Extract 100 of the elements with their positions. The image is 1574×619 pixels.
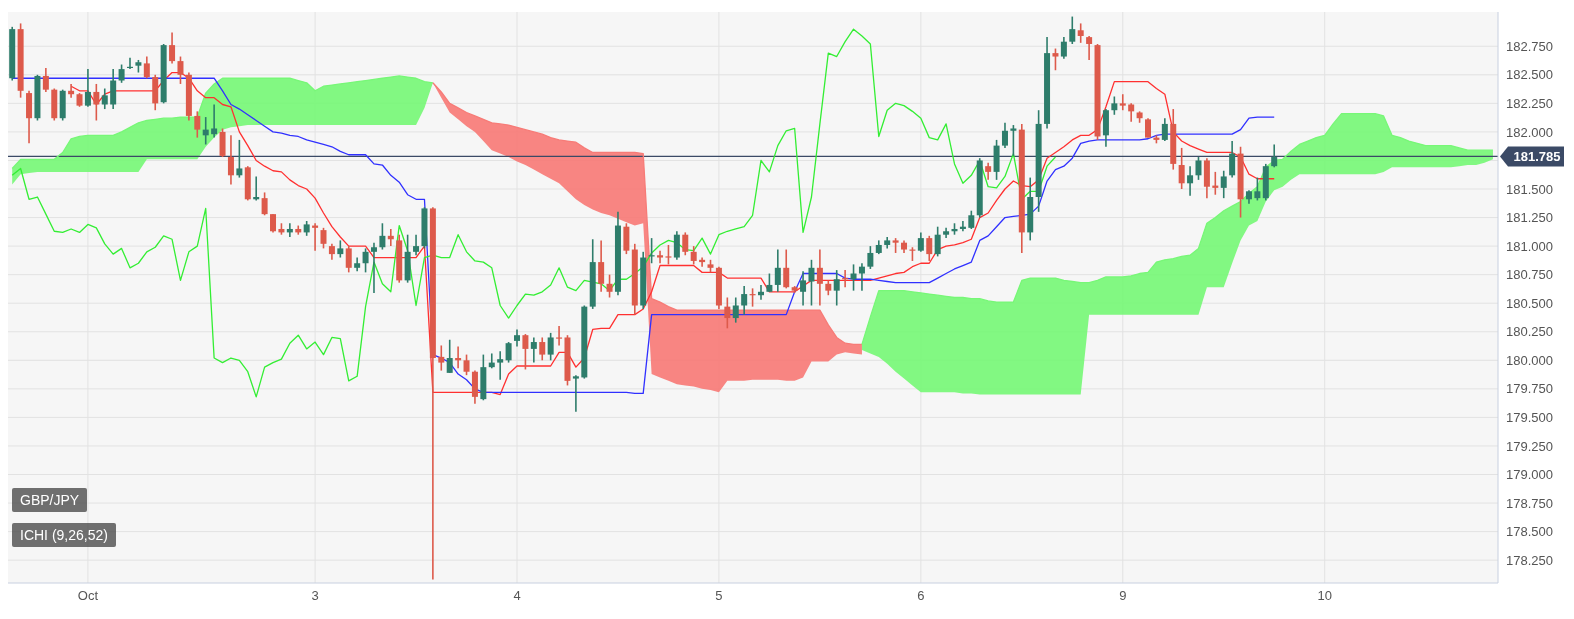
candlestick xyxy=(1077,22,1084,44)
candlestick xyxy=(732,296,739,324)
y-tick-label: 179.500 xyxy=(1506,410,1553,426)
candlestick xyxy=(438,344,445,372)
x-tick-label: 10 xyxy=(1317,588,1332,604)
y-tick-label: 181.000 xyxy=(1506,238,1553,254)
candlestick xyxy=(362,247,369,274)
text: GBP/JPY xyxy=(12,488,88,512)
candlestick xyxy=(1254,176,1261,202)
candlestick xyxy=(598,239,605,293)
candlestick xyxy=(1187,165,1194,197)
candlestick xyxy=(867,245,874,270)
y-tick-label: 180.000 xyxy=(1506,352,1553,368)
candlestick xyxy=(766,272,773,293)
y-tick-label: 180.750 xyxy=(1506,267,1553,283)
candlestick xyxy=(261,191,268,217)
y-tick-label: 180.250 xyxy=(1506,324,1553,340)
candlestick xyxy=(606,273,613,299)
candlestick xyxy=(463,353,470,376)
candlestick xyxy=(236,139,243,179)
candlestick xyxy=(446,338,453,374)
y-tick-label: 182.250 xyxy=(1506,95,1553,111)
x-tick-label: 6 xyxy=(917,588,925,604)
candlestick xyxy=(690,245,697,266)
candlestick xyxy=(917,231,924,253)
y-tick-label: 181.250 xyxy=(1506,210,1553,226)
y-tick-label: 181.500 xyxy=(1506,181,1553,197)
candlestick xyxy=(800,270,807,307)
y-tick-label: 179.000 xyxy=(1506,467,1553,483)
candlestick xyxy=(1069,15,1076,45)
candlestick xyxy=(682,231,689,257)
candlestick xyxy=(665,244,672,266)
candlestick xyxy=(497,350,504,381)
x-tick-label: Oct xyxy=(77,588,99,604)
candlestick xyxy=(1001,121,1008,149)
candlestick xyxy=(118,63,125,84)
candlestick xyxy=(724,296,731,330)
candlestick xyxy=(926,235,933,262)
candlestick xyxy=(623,222,630,255)
x-tick-label: 3 xyxy=(311,588,319,604)
y-tick-label: 182.500 xyxy=(1506,67,1553,83)
candlestick xyxy=(379,222,386,251)
y-tick-label: 182.000 xyxy=(1506,124,1553,140)
candlestick xyxy=(572,374,579,413)
y-tick-label: 179.250 xyxy=(1506,438,1553,454)
y-tick-label: 182.750 xyxy=(1506,38,1553,54)
candlestick xyxy=(833,269,840,307)
candlestick xyxy=(84,68,91,108)
candlestick xyxy=(1271,143,1278,169)
x-tick-label: 9 xyxy=(1119,588,1127,604)
y-tick-label: 178.750 xyxy=(1506,495,1553,511)
candlestick xyxy=(1145,117,1152,139)
y-tick-label: 180.500 xyxy=(1506,295,1553,311)
y-tick-label: 179.750 xyxy=(1506,381,1553,397)
candlestick xyxy=(774,248,781,293)
candlestick xyxy=(1229,140,1236,179)
candlestick xyxy=(505,341,512,364)
candlestick xyxy=(530,336,537,364)
candlestick xyxy=(270,213,277,234)
candlestick xyxy=(227,134,234,186)
candlestick xyxy=(1178,147,1185,190)
candlestick xyxy=(177,55,184,85)
candlestick xyxy=(1060,36,1067,60)
candlestick xyxy=(816,248,823,307)
y-tick-label: 178.250 xyxy=(1506,552,1553,568)
candlestick xyxy=(143,55,150,80)
candlestick xyxy=(219,127,226,158)
text: ICHI (9,26,52) xyxy=(12,523,116,547)
candlestick xyxy=(522,333,529,371)
candlestick xyxy=(370,241,377,294)
line-series xyxy=(11,28,1057,398)
candlestick xyxy=(934,225,941,258)
y-tick-label: 178.500 xyxy=(1506,524,1553,540)
candlestick xyxy=(211,103,218,139)
candlestick xyxy=(1111,95,1118,116)
candlestick xyxy=(345,245,352,274)
candlestick xyxy=(858,262,865,292)
candlestick xyxy=(1161,117,1168,142)
candlestick xyxy=(1010,124,1017,157)
candlestick xyxy=(547,332,554,362)
candlestick xyxy=(194,110,201,139)
ref-line-label: 181.785 xyxy=(1513,149,1561,165)
candlestick xyxy=(741,285,748,316)
candlestick xyxy=(110,68,117,110)
candlestick xyxy=(320,227,327,250)
candlestick xyxy=(556,325,563,347)
candlestick xyxy=(673,230,680,261)
candlestick xyxy=(1195,156,1202,181)
candlestick xyxy=(1220,169,1227,199)
candlestick xyxy=(539,336,546,362)
candlestick xyxy=(968,209,975,230)
candlestick xyxy=(169,31,176,65)
candlestick xyxy=(657,249,664,265)
candlestick xyxy=(1119,93,1126,112)
x-tick-label: 5 xyxy=(715,588,723,604)
candlestick xyxy=(413,233,420,257)
candlestick xyxy=(808,259,815,307)
candlestick xyxy=(1086,35,1093,61)
candlestick xyxy=(1052,47,1059,72)
candlestick xyxy=(783,248,790,290)
